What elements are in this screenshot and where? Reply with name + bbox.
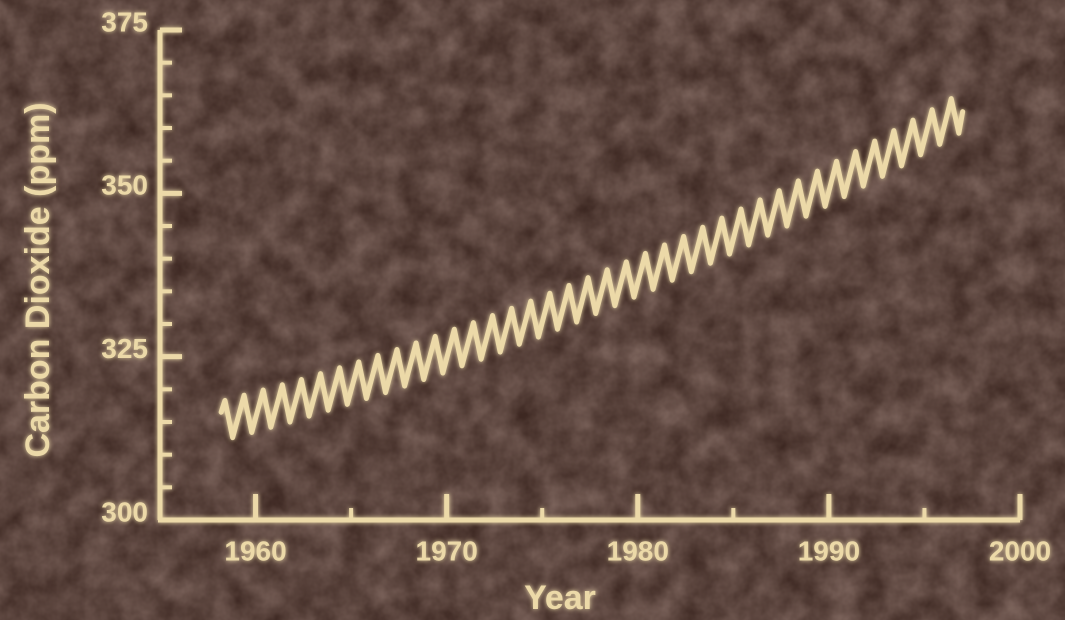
page: {"chart_data": { "type": "line", "x_labe…: [0, 0, 1065, 620]
x-tick-label: 1980: [607, 535, 669, 566]
x-tick-label: 2000: [989, 535, 1051, 566]
x-axis-title: Year: [524, 579, 596, 617]
y-tick-label: 300: [101, 496, 148, 527]
x-tick-label: 1990: [798, 535, 860, 566]
y-tick-label: 325: [101, 333, 148, 364]
y-tick-label: 375: [101, 6, 148, 37]
x-tick-label: 1960: [224, 535, 286, 566]
chart: Carbon Dioxide (ppm) Year 300 325 350 375 19…: [0, 0, 1065, 620]
y-axis-title: Carbon Dioxide (ppm): [19, 102, 57, 457]
y-tick-label: 350: [101, 170, 148, 201]
x-tick-label: 1970: [416, 535, 478, 566]
